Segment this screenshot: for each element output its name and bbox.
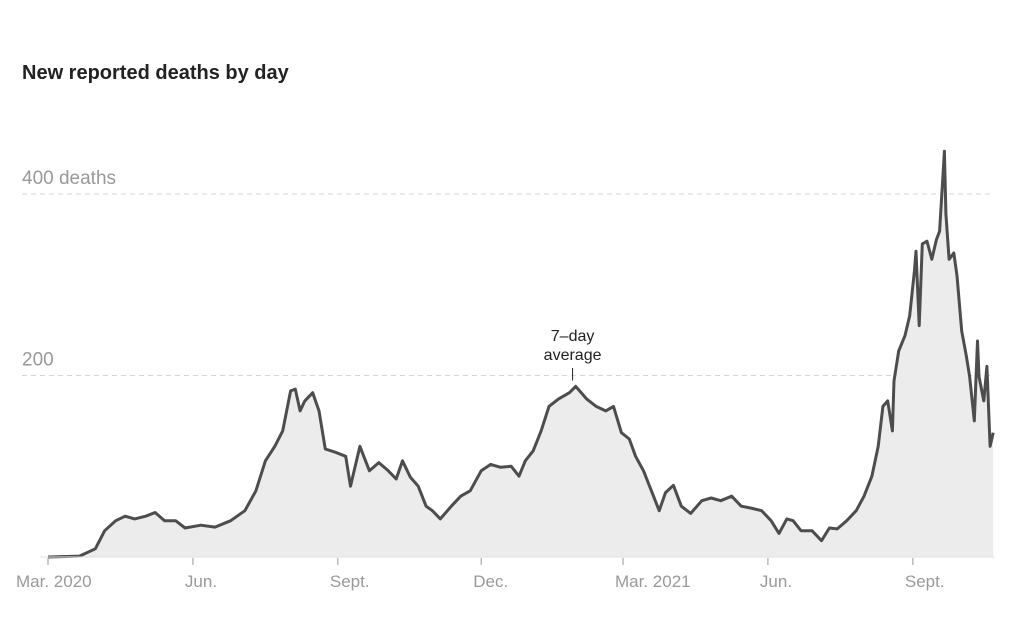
y-tick-label: 400 deaths [22, 168, 116, 189]
series-area-fill [48, 151, 994, 558]
y-gridlines: 200 400 deaths [22, 168, 995, 376]
annotation-label: average [544, 347, 602, 364]
x-tick-label: Jun. [185, 572, 217, 591]
x-tick-label: Dec. [473, 572, 508, 591]
series-line-7-day-average [47, 149, 995, 559]
chart-title: New reported deaths by day [22, 62, 290, 84]
x-axis: Mar. 2020 Jun. Sept. Dec. Mar. 2021 Jun. Sept. [16, 556, 995, 591]
annotation-7-day-average: 7–day average [544, 328, 602, 381]
x-tick-label: Sept. [330, 572, 370, 591]
y-tick-label: 200 [22, 350, 54, 371]
x-tick-label: Mar. 2020 [16, 572, 92, 591]
x-tick-label: Mar. 2021 [615, 572, 691, 591]
annotation-label: 7–day [551, 328, 595, 345]
plot-area [47, 149, 995, 559]
x-tick-label: Sept. [905, 572, 945, 591]
x-tick-label: Jun. [760, 572, 792, 591]
